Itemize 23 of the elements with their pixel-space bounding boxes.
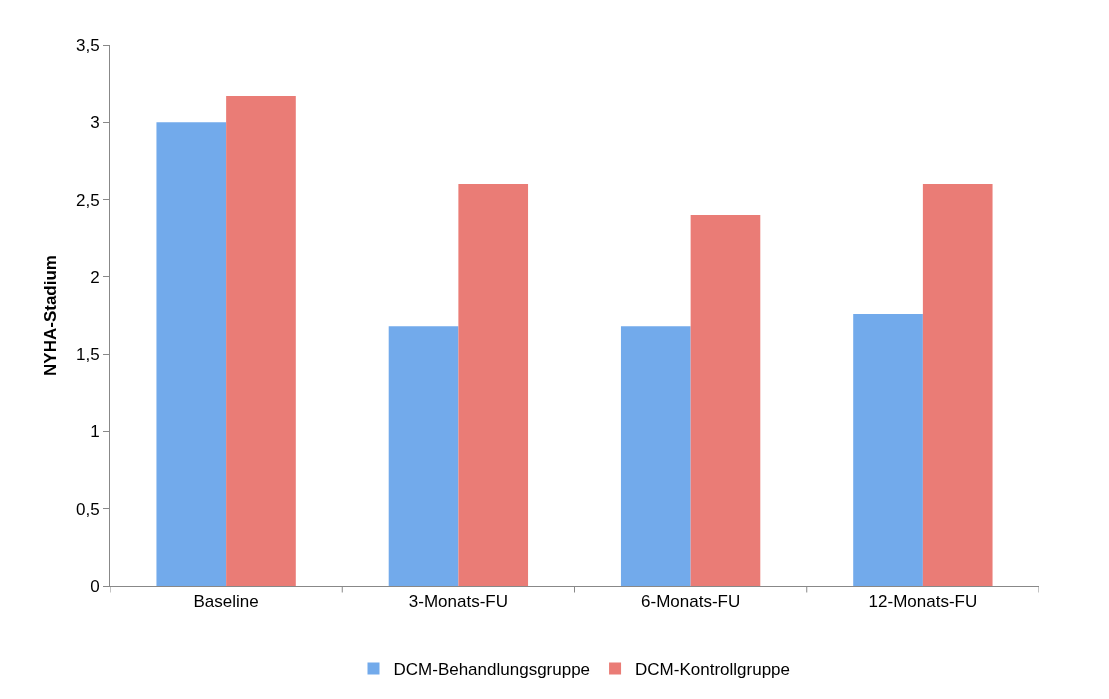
y-tick-label: 1 [90,422,100,442]
bar [620,326,691,586]
x-tick-label: 3-Monats-FU [408,592,508,612]
y-tick-label: 1,5 [75,345,100,365]
bar [156,122,227,586]
y-tick-label: 3 [90,113,100,133]
y-tick-label: 3,5 [75,35,100,55]
bar [388,326,459,586]
y-tick-label: 0,5 [75,499,100,519]
legend-label: DCM-Behandlungsgruppe [393,660,591,680]
bar [458,184,529,586]
x-tick-label: 6-Monats-FU [641,592,741,612]
y-tick-label: 2,5 [75,190,100,210]
x-tick-label: Baseline [193,592,259,612]
y-tick-label: 2 [90,267,100,287]
y-axis-title: NYHA-Stadium [40,255,60,376]
legend-label: DCM-Kontrollgruppe [635,660,791,680]
bar [226,96,296,586]
bar [922,184,993,586]
y-tick-label: 0 [90,576,100,596]
bar [690,215,761,586]
x-tick-label: 12-Monats-FU [868,592,978,612]
bar [853,313,923,586]
